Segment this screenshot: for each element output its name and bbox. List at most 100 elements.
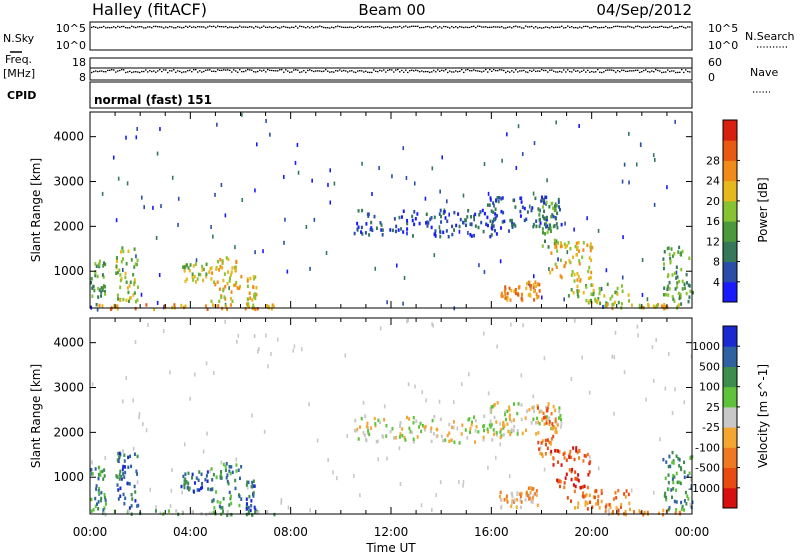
echo-point bbox=[521, 298, 524, 303]
echo-point bbox=[569, 260, 572, 265]
echo-point bbox=[409, 430, 412, 434]
echo-point bbox=[571, 467, 574, 472]
echo-point bbox=[453, 425, 455, 430]
frequency-point bbox=[583, 69, 585, 71]
echo-point bbox=[554, 202, 557, 207]
echo-point bbox=[129, 454, 132, 459]
noise-point bbox=[647, 26, 649, 28]
noise-point bbox=[199, 26, 201, 28]
echo-point bbox=[575, 477, 578, 481]
echo-point bbox=[228, 276, 231, 280]
echo-point bbox=[503, 424, 506, 428]
echo-point bbox=[581, 255, 584, 260]
echo-point bbox=[528, 204, 531, 209]
echo-point bbox=[590, 258, 593, 263]
echo-point bbox=[537, 440, 540, 445]
echo-point bbox=[241, 198, 243, 203]
echo-point bbox=[550, 214, 553, 219]
colorbar-tick-label: 8 bbox=[713, 256, 720, 269]
echo-point bbox=[602, 304, 604, 309]
echo-point bbox=[505, 496, 508, 501]
echo-point bbox=[651, 345, 654, 350]
echo-point bbox=[678, 458, 681, 462]
echo-point bbox=[94, 273, 97, 278]
echo-point bbox=[652, 153, 655, 158]
echo-point bbox=[284, 217, 286, 222]
noise-point bbox=[103, 25, 105, 28]
echo-point bbox=[222, 278, 225, 283]
echo-point bbox=[181, 490, 183, 495]
echo-point bbox=[308, 402, 310, 407]
frequency-point bbox=[617, 69, 619, 72]
echo-point bbox=[688, 295, 691, 299]
cpid-panel-frame bbox=[89, 81, 693, 109]
colorbar-segment bbox=[723, 427, 737, 448]
echo-point bbox=[508, 417, 511, 422]
echo-point bbox=[360, 225, 363, 230]
echo-point bbox=[683, 508, 686, 512]
frequency-point bbox=[313, 70, 315, 73]
frequency-point bbox=[97, 70, 99, 73]
echo-point bbox=[662, 512, 665, 517]
frequency-point bbox=[351, 70, 353, 72]
echo-point bbox=[254, 296, 257, 301]
frequency-point bbox=[277, 70, 279, 72]
echo-point bbox=[691, 290, 694, 295]
echo-point bbox=[505, 494, 508, 498]
noise-point bbox=[553, 27, 555, 29]
echo-point bbox=[135, 299, 138, 304]
echo-point bbox=[504, 287, 507, 291]
frequency-point bbox=[463, 71, 465, 74]
echo-point bbox=[182, 474, 185, 479]
noise-point bbox=[533, 27, 535, 29]
echo-point bbox=[132, 398, 135, 403]
echo-point bbox=[560, 222, 563, 227]
echo-point bbox=[560, 244, 563, 248]
echo-point bbox=[287, 505, 290, 510]
frequency-point bbox=[545, 69, 547, 72]
echo-point bbox=[128, 506, 131, 510]
echo-point bbox=[124, 275, 127, 280]
echo-point bbox=[663, 250, 666, 254]
echo-point bbox=[230, 290, 233, 294]
noise-point bbox=[369, 26, 371, 29]
echo-point bbox=[438, 225, 441, 230]
echo-point bbox=[593, 495, 596, 500]
echo-point bbox=[514, 205, 517, 209]
echo-point bbox=[673, 475, 676, 479]
echo-point bbox=[270, 307, 273, 311]
echo-point bbox=[495, 232, 498, 236]
noise-point bbox=[605, 25, 607, 28]
echo-point bbox=[559, 413, 562, 418]
echo-point bbox=[567, 294, 570, 298]
echo-point bbox=[185, 479, 188, 484]
echo-point bbox=[564, 245, 567, 249]
colorbar-tick-label: 24 bbox=[706, 175, 720, 188]
noise-point bbox=[395, 26, 397, 28]
echo-point bbox=[220, 476, 223, 480]
echo-point bbox=[431, 166, 434, 171]
echo-point bbox=[411, 218, 414, 223]
frequency-point bbox=[489, 68, 491, 71]
echo-point bbox=[499, 435, 502, 440]
echo-point bbox=[595, 502, 598, 506]
frequency-point bbox=[639, 71, 641, 74]
echo-point bbox=[221, 266, 224, 270]
echo-point bbox=[99, 473, 102, 477]
echo-point bbox=[453, 210, 456, 215]
echo-point bbox=[600, 488, 603, 493]
echo-point bbox=[229, 494, 232, 499]
frequency-point bbox=[311, 69, 313, 72]
echo-point bbox=[670, 247, 673, 251]
noise-point bbox=[377, 26, 379, 28]
frequency-point bbox=[615, 71, 617, 73]
echo-point bbox=[592, 292, 595, 297]
echo-point bbox=[671, 495, 674, 500]
echo-point bbox=[215, 490, 218, 494]
echo-point bbox=[363, 433, 366, 438]
echo-point bbox=[510, 218, 513, 223]
echo-point bbox=[126, 481, 129, 486]
echo-point bbox=[296, 142, 299, 147]
echo-point bbox=[537, 431, 540, 435]
noise-point bbox=[107, 26, 109, 29]
